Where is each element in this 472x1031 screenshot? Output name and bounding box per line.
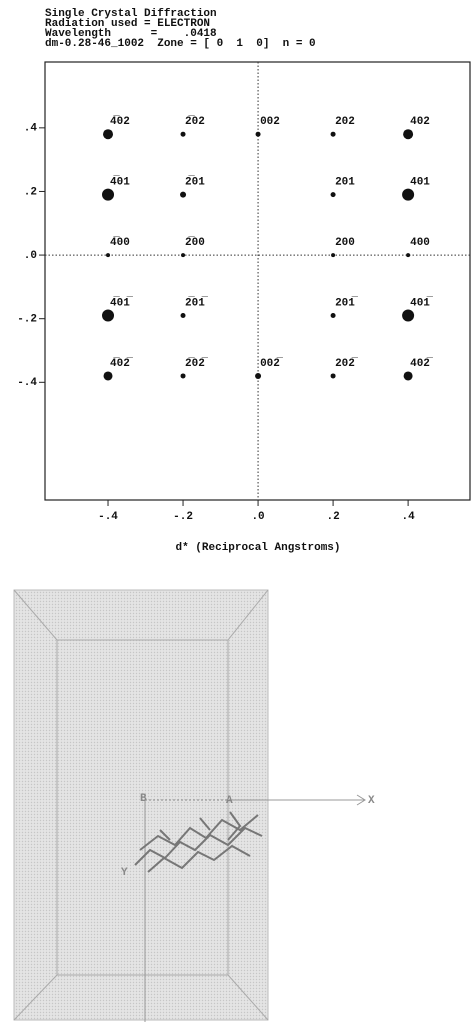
x-axis-label: d* (Reciprocal Angstroms) [175,542,340,554]
spot-label: 401 [410,177,430,189]
x-tick-label: .0 [251,511,264,523]
y-tick-label: -.2 [17,314,37,326]
spot-label: 202̅ [335,357,359,370]
diffraction-spot [104,371,113,380]
diffraction-spot [102,189,114,201]
diffraction-spot [181,132,186,137]
spot-label: 400 [410,237,430,249]
diffraction-spot [331,132,336,137]
diffraction-spot [402,310,414,322]
diffraction-spot [106,253,110,257]
spot-label: 201 [335,177,355,189]
spot-label: 4̅02̅ [110,357,134,370]
diffraction-spot [331,313,336,318]
spot-label: 4̅01 [110,176,130,189]
diffraction-spot [181,253,185,257]
diffraction-spot [331,373,336,378]
diffraction-spot [102,310,114,322]
diffraction-spot [181,313,186,318]
y-tick-label: .4 [24,123,38,135]
spot-label: 201̅ [335,296,359,309]
plot-frame [45,62,470,500]
spot-label: 402 [410,116,430,128]
diffraction-spot [181,373,186,378]
spot-label: 4̅00 [110,236,130,249]
spot-label: 4̅02 [110,115,130,128]
diffraction-spot [103,129,113,139]
annotation: dm-0.28-46_1002 Zone = [ 0 1 0] n = 0 [45,38,316,50]
diffraction-spot [180,192,186,198]
crystal-view: B A X Y [14,590,375,1022]
x-tick-label: .4 [402,511,416,523]
x-tick-label: .2 [326,511,339,523]
spot-label: 002 [260,116,280,128]
diffraction-spot [255,373,261,379]
x-tick-label: -.4 [98,511,118,523]
spot-label: 002̅ [260,357,284,370]
axis-label: A [226,795,233,807]
spot-label: 402̅ [410,357,434,370]
spot-label: 200 [335,237,355,249]
crystal-face [57,640,228,975]
diffraction-spot [404,371,413,380]
axis-label: X [368,795,375,807]
spot-label: 202 [335,116,355,128]
axis-label: Y [121,867,128,879]
spot-label: 2̅01̅ [185,296,209,309]
diffraction-spot [403,129,413,139]
spot-label: 2̅01 [185,176,205,189]
y-tick-label: .0 [24,250,37,262]
y-tick-label: .2 [24,186,37,198]
figure: Single Crystal Diffraction Radiation use… [0,0,472,1026]
spot-label: 2̅00 [185,236,205,249]
diffraction-spot [331,253,335,257]
spot-label: 2̅02 [185,115,205,128]
diffraction-spot [406,253,410,257]
x-tick-label: -.2 [173,511,193,523]
y-tick-label: -.4 [17,377,37,389]
spot-label: 4̅01̅ [110,296,134,309]
diffraction-spot [331,192,336,197]
axis-label: B [140,793,147,805]
diffraction-spot [256,132,261,137]
spot-label: 2̅02̅ [185,357,209,370]
diffraction-spot [402,189,414,201]
spot-label: 401̅ [410,296,434,309]
